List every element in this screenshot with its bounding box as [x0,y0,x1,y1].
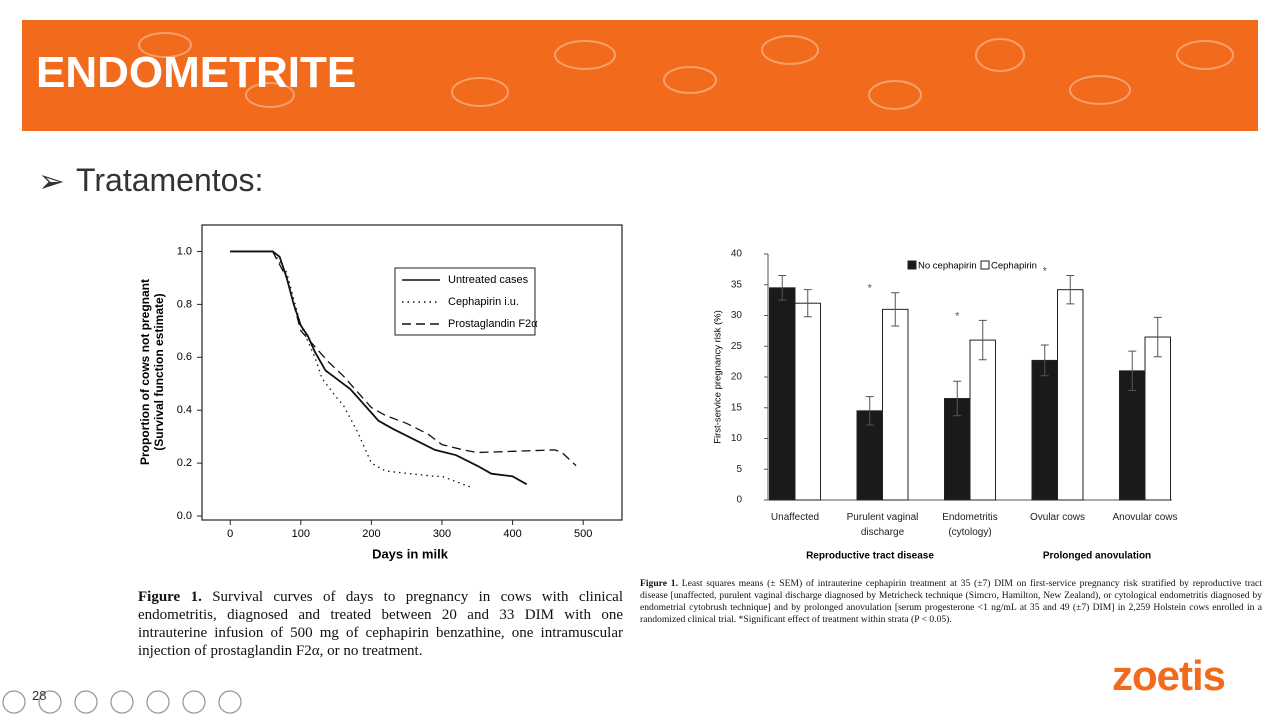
header-banner [22,20,1258,131]
y-tick-label: 20 [731,372,743,383]
error-bar [953,380,962,417]
x-tick-label: 400 [503,528,521,540]
caption-label: Figure 1. [640,578,678,589]
caption-text: Least squares means (± SEM) of intrauter… [640,578,1262,625]
page-number: 28 [32,688,47,703]
y-tick-label: 0.6 [177,351,192,363]
legend-label: Untreated cases [448,274,529,286]
y-tick-label: 30 [731,310,743,321]
x-tick-label: 0 [227,528,233,540]
legend-label: Prostaglandin F2α [448,318,538,330]
x-tick-label: Ovular cows [1029,512,1085,523]
legend-swatch [980,260,990,270]
slide-title: ENDOMETRITE [36,48,357,97]
line-series [230,250,577,467]
x-tick-label: 300 [433,528,451,540]
animal-pattern [138,32,1234,110]
bar [1144,336,1171,501]
bar [1031,359,1058,501]
error-bar [1153,316,1162,358]
error-bar [803,289,812,318]
y-tick-label: 1.0 [177,245,192,257]
group-label: Prolonged anovulation [1043,551,1151,562]
caption-label: Figure 1. [138,589,202,605]
x-tick-label: Purulent vaginal discharge [846,512,919,538]
error-bar [865,396,874,426]
legend-label: Cephapirin [991,261,1037,272]
x-tick-label: 100 [292,528,310,540]
caption-right: Figure 1. Least squares means (± SEM) of… [640,578,1262,626]
y-tick-label: 15 [731,402,743,413]
chart-frame [201,224,623,521]
legend-swatch [907,260,917,270]
line-series [230,250,471,488]
bullet-text: Tratamentos: [76,162,264,198]
significance-marker: * [1043,265,1048,277]
caption-text: Survival curves of days to pregnancy in … [138,589,623,659]
error-bar [1128,350,1137,392]
group-label: Reproductive tract disease [806,551,934,562]
bar [769,287,796,501]
bar [1119,370,1146,501]
legend-box [394,267,536,336]
x-axis-label: Days in milk [372,546,449,561]
bar [882,308,909,501]
y-tick-label: 40 [731,249,743,260]
y-tick-label: 0 [736,495,742,506]
error-bar [978,319,987,361]
error-bar [1040,344,1049,377]
bar [1057,289,1084,501]
x-tick-label: Endometritis (cytology) [942,512,998,538]
y-tick-label: 25 [731,341,743,352]
x-tick-label: 500 [574,528,592,540]
x-tick-label: Anovular cows [1112,512,1178,523]
y-tick-label: 0.2 [177,457,192,469]
y-tick-label: 0.8 [177,298,192,310]
y-axis-label: (Survival function estimate) [152,293,166,450]
legend-label: Cephapirin i.u. [448,296,519,308]
logo: zoetis [1112,652,1226,699]
error-bar [1066,275,1075,305]
error-bar [891,292,900,327]
legend-label: No cephapirin [918,261,977,272]
y-axis-label: Proportion of cows not pregnant [138,279,152,465]
y-tick-label: 35 [731,279,743,290]
bullet-arrow: ➢ [38,163,65,199]
x-tick-label: Unaffected [770,512,820,523]
x-tick-label: 200 [362,528,380,540]
y-tick-label: 0.4 [177,404,192,416]
y-tick-label: 0.0 [177,510,192,522]
y-tick-label: 10 [731,433,743,444]
line-series [230,250,528,486]
toolbar[interactable] [2,690,242,714]
y-axis-label: First-service pregnancy risk (%) [713,310,724,444]
error-bar [778,275,787,301]
caption-left: Figure 1. Survival curves of days to pre… [138,588,623,660]
bar [969,339,996,501]
significance-marker: * [955,310,960,322]
significance-marker: * [868,283,873,295]
bar [794,302,821,501]
y-tick-label: 5 [736,464,742,475]
